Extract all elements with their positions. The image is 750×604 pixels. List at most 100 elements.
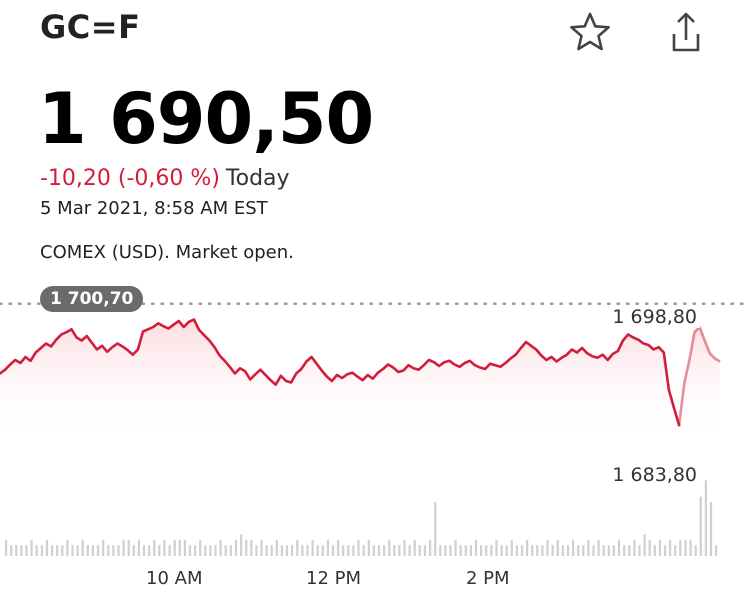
- volume-bar: [393, 545, 396, 556]
- volume-bar: [694, 545, 697, 556]
- price-change-row: -10,20 (-0,60 %) Today: [40, 166, 290, 191]
- volume-bar: [474, 539, 478, 556]
- volume-bar: [577, 545, 580, 556]
- volume-bar: [658, 539, 661, 556]
- x-tick-12pm: 12 PM: [306, 568, 362, 589]
- volume-bar: [255, 545, 258, 556]
- volume-bar: [674, 545, 677, 556]
- price-chart[interactable]: [0, 280, 750, 604]
- star-outline-icon: [570, 12, 610, 51]
- volume-bar: [515, 545, 518, 556]
- volume-bar: [280, 545, 283, 556]
- volume-bar: [61, 545, 64, 556]
- quote-timestamp: 5 Mar 2021, 8:58 AM EST: [40, 198, 268, 219]
- volume-bar: [15, 545, 18, 556]
- volume-bar: [342, 545, 345, 556]
- volume-bar: [709, 502, 713, 556]
- volume-bar: [679, 539, 682, 556]
- x-tick-10am: 10 AM: [146, 568, 203, 589]
- volume-bar: [423, 545, 426, 556]
- volume-bar: [40, 545, 43, 556]
- volume-bar: [127, 539, 130, 556]
- current-price: 1 690,50: [38, 78, 374, 160]
- volume-bar: [653, 545, 656, 556]
- volume-bar: [153, 539, 156, 556]
- volume-bar: [285, 545, 289, 556]
- volume-bar: [96, 545, 100, 556]
- volume-bar: [623, 545, 626, 556]
- volume-bar: [408, 545, 411, 556]
- price-area: [0, 303, 720, 442]
- volume-bar: [214, 545, 217, 556]
- favorite-button[interactable]: [566, 8, 614, 56]
- volume-bar: [689, 539, 692, 556]
- volume-bar: [30, 539, 33, 556]
- volume-bar: [464, 545, 467, 556]
- volume-bar: [224, 545, 227, 556]
- volume-bar: [536, 545, 539, 556]
- volume-bar: [551, 545, 554, 556]
- volume-bar: [429, 539, 432, 556]
- share-icon: [672, 12, 700, 52]
- share-button[interactable]: [662, 8, 710, 56]
- volume-bar: [142, 545, 146, 556]
- volume-bar: [715, 545, 718, 556]
- volume-bar: [321, 545, 324, 556]
- volume-bar: [669, 539, 672, 556]
- volume-bar: [301, 545, 304, 556]
- volume-bar: [582, 545, 585, 556]
- volume-bar: [265, 545, 268, 556]
- volume-bar: [245, 539, 248, 556]
- volume-bar: [418, 545, 421, 556]
- volume-bar: [572, 539, 575, 556]
- volume-bar: [520, 545, 524, 556]
- volume-bar: [347, 545, 350, 556]
- volume-bar: [5, 539, 8, 556]
- volume-bar: [337, 539, 340, 556]
- volume-bar: [122, 539, 125, 556]
- volume-bar: [459, 545, 462, 556]
- chart-high-label: 1 698,80: [609, 306, 700, 328]
- volume-bar: [526, 539, 529, 556]
- volume-bar: [25, 545, 28, 556]
- volume-bar: [638, 545, 641, 556]
- volume-bar: [234, 539, 238, 556]
- volume-bar: [413, 539, 416, 556]
- volume-bar: [91, 545, 94, 556]
- volume-bar: [684, 539, 687, 556]
- volume-bar: [35, 545, 38, 556]
- volume-bar: [102, 539, 105, 556]
- volume-bar: [229, 545, 232, 556]
- volume-bar: [158, 545, 161, 556]
- volume-bar: [86, 545, 89, 556]
- volume-bar: [20, 545, 23, 556]
- volume-bar: [449, 545, 452, 556]
- volume-bar: [469, 545, 472, 556]
- volume-bar: [76, 545, 79, 556]
- volume-bar: [10, 545, 13, 556]
- volume-bar: [275, 539, 278, 556]
- volume-bar: [137, 539, 140, 556]
- volume-bar: [500, 545, 503, 556]
- volume-bar: [505, 545, 508, 556]
- volume-bar: [204, 545, 207, 556]
- volume-bar: [383, 545, 386, 556]
- price-change: -10,20 (-0,60 %): [40, 166, 220, 191]
- volume-bar: [561, 545, 564, 556]
- volume-bar: [439, 545, 442, 556]
- volume-bar: [260, 539, 263, 556]
- volume-bar: [199, 539, 202, 556]
- volume-bar: [357, 539, 360, 556]
- volume-bar: [612, 545, 615, 556]
- volume-bar: [663, 545, 667, 556]
- market-status: COMEX (USD). Market open.: [40, 242, 294, 263]
- volume-bar: [566, 545, 570, 556]
- price-line: [0, 318, 681, 427]
- volume-bar: [163, 539, 166, 556]
- volume-bar: [296, 539, 299, 556]
- volume-bar: [362, 545, 365, 556]
- volume-bar: [490, 545, 493, 556]
- volume-bar: [587, 539, 590, 556]
- volume-bar: [183, 539, 186, 556]
- volume-bar: [699, 496, 702, 556]
